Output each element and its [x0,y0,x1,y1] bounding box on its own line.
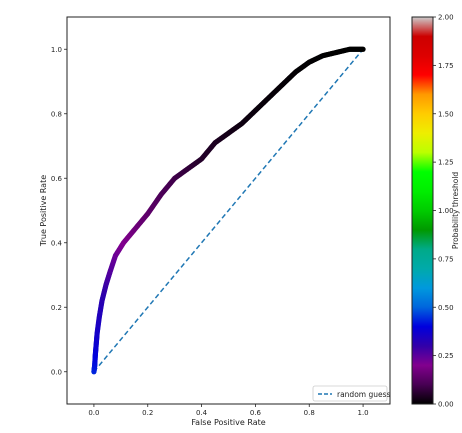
legend-box [312,385,388,402]
colorbar-ticks: 0.00 0.25 0.50 0.75 1.00 1.25 1.50 1.75 2.00 [433,14,454,409]
random-guess-line [93,48,364,373]
legend: random guess [312,385,391,402]
x-axis-label: False Positive Rate [191,418,265,427]
y-tick-label: 0.8 [51,110,62,118]
roc-curve [91,46,366,375]
colorbar-tick-label: 1.25 [438,159,454,167]
colorbar-tick-label: 2.00 [438,14,454,22]
x-tick-label: 0.4 [196,409,208,417]
x-tick-label: 1.0 [358,409,369,417]
x-tick-label: 0.2 [142,409,153,417]
roc-point [360,46,366,52]
colorbar-tick-label: 0.00 [438,401,454,409]
colorbar-tick-label: 0.75 [438,255,454,263]
y-tick-label: 0.0 [51,368,62,376]
legend-label: random guess [337,390,391,399]
colorbar-tick-label: 1.00 [438,207,454,215]
colorbar-tick-label: 0.25 [438,352,454,360]
colorbar-tick-label: 0.50 [438,304,454,312]
x-axis-ticks: 0.0 0.2 0.4 0.6 0.8 1.0 [88,404,369,417]
colorbar-label: Probability threshold [451,172,460,250]
x-tick-label: 0.6 [250,409,262,417]
y-axis-ticks: 0.0 0.2 0.4 0.6 0.8 1.0 [51,46,67,376]
colorbar [411,16,434,405]
y-tick-label: 0.6 [51,175,63,183]
y-axis-label: True Positive Rate [39,175,48,247]
x-tick-label: 0.0 [88,409,99,417]
colorbar-tick-label: 1.75 [438,62,454,70]
x-tick-label: 0.8 [304,409,315,417]
y-tick-label: 0.4 [51,239,63,247]
colorbar-tick-label: 1.50 [438,110,454,118]
y-tick-label: 1.0 [51,46,62,54]
y-tick-label: 0.2 [51,304,62,312]
